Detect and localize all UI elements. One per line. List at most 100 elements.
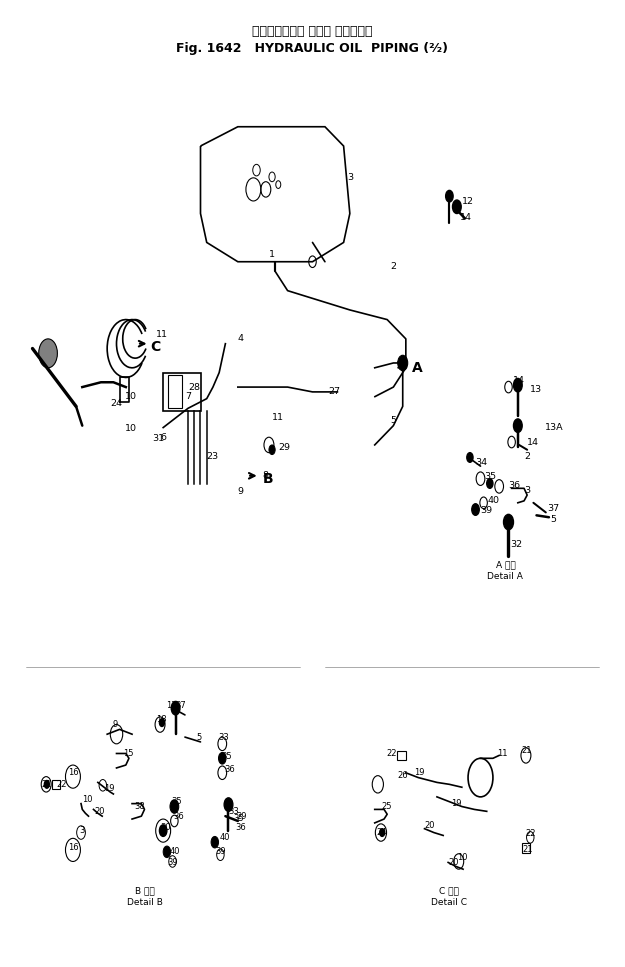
Text: 33: 33 [229, 806, 239, 816]
Circle shape [446, 190, 453, 202]
Text: 32: 32 [511, 540, 522, 548]
Text: 3: 3 [347, 173, 353, 183]
Text: 14: 14 [460, 213, 472, 221]
Text: 20: 20 [448, 858, 459, 867]
Bar [522, 843, 530, 853]
Text: 15: 15 [122, 749, 133, 758]
Circle shape [398, 355, 408, 370]
Bar [163, 372, 201, 411]
Text: A 詳細: A 詳細 [496, 561, 515, 570]
Text: B 詳細: B 詳細 [134, 887, 154, 895]
Text: 11: 11 [272, 414, 284, 423]
Text: C 詳細: C 詳細 [439, 887, 459, 895]
Text: 1: 1 [269, 250, 275, 259]
Text: 37: 37 [548, 504, 560, 513]
Text: 16: 16 [69, 768, 79, 777]
Text: Detail B: Detail B [126, 898, 162, 907]
Bar [52, 779, 60, 789]
Text: 4: 4 [238, 335, 244, 343]
Text: 35: 35 [221, 752, 232, 761]
Text: 30: 30 [160, 823, 171, 833]
Text: 19: 19 [414, 768, 424, 777]
Circle shape [171, 701, 180, 715]
Text: 28: 28 [188, 383, 200, 392]
Text: 40: 40 [169, 847, 180, 857]
Text: 10: 10 [124, 393, 137, 401]
Text: 14: 14 [513, 376, 525, 385]
Text: 36: 36 [509, 481, 521, 490]
Text: 21: 21 [522, 845, 533, 855]
Circle shape [219, 752, 226, 764]
Text: 22: 22 [525, 829, 536, 838]
Circle shape [170, 800, 179, 813]
Text: 18: 18 [156, 716, 166, 724]
Text: 38: 38 [134, 802, 144, 811]
Text: B: B [262, 472, 273, 485]
Text: 8: 8 [262, 471, 269, 481]
Circle shape [211, 836, 219, 848]
Text: 19: 19 [451, 799, 462, 808]
Text: 20: 20 [95, 806, 105, 816]
Text: 25: 25 [381, 802, 391, 811]
Text: 39: 39 [481, 506, 492, 515]
Bar [397, 750, 406, 760]
Text: 21: 21 [42, 779, 52, 789]
Circle shape [487, 479, 493, 488]
Text: 20: 20 [424, 821, 435, 831]
Circle shape [44, 780, 49, 788]
Circle shape [159, 718, 164, 726]
Circle shape [224, 798, 233, 811]
Text: 3: 3 [524, 485, 530, 495]
Text: 26: 26 [397, 771, 408, 780]
Text: 40: 40 [219, 833, 229, 842]
Text: 39: 39 [216, 847, 226, 857]
Text: 19: 19 [104, 783, 114, 793]
Text: 5: 5 [550, 514, 556, 524]
Text: 10: 10 [82, 795, 92, 805]
Text: 21: 21 [522, 747, 532, 755]
Text: C: C [151, 339, 161, 354]
Text: 11: 11 [156, 330, 168, 338]
Circle shape [467, 453, 473, 462]
Circle shape [39, 338, 58, 367]
Text: 5: 5 [390, 417, 396, 425]
Text: Detail C: Detail C [431, 898, 468, 907]
Text: 2: 2 [390, 262, 396, 271]
Text: 39: 39 [168, 858, 178, 867]
Text: 7: 7 [185, 393, 191, 401]
Text: Detail A: Detail A [488, 572, 523, 581]
Text: 13: 13 [530, 385, 542, 394]
Text: 37: 37 [176, 701, 186, 710]
Text: 29: 29 [278, 443, 290, 453]
Text: 5: 5 [196, 733, 201, 742]
Text: 9: 9 [238, 486, 244, 496]
Text: 10: 10 [124, 425, 137, 433]
Circle shape [380, 829, 384, 836]
Circle shape [514, 378, 522, 392]
Text: 40: 40 [488, 496, 500, 506]
Text: 34: 34 [476, 457, 488, 467]
Text: 29: 29 [237, 811, 247, 821]
Text: Fig. 1642   HYDRAULIC OIL  PIPING (²⁄₂): Fig. 1642 HYDRAULIC OIL PIPING (²⁄₂) [176, 42, 449, 55]
Text: 36: 36 [236, 823, 246, 833]
Text: 3: 3 [80, 826, 85, 835]
Text: 13A: 13A [544, 424, 563, 432]
Text: 11: 11 [498, 749, 508, 758]
Text: 36: 36 [224, 765, 235, 775]
Text: 22: 22 [56, 779, 67, 789]
Text: 16: 16 [69, 842, 79, 852]
Circle shape [504, 514, 514, 530]
Text: 24: 24 [377, 828, 387, 837]
Text: 27: 27 [328, 388, 340, 396]
Circle shape [269, 445, 275, 454]
Text: 14: 14 [526, 437, 539, 447]
Text: 2: 2 [524, 452, 530, 461]
Circle shape [159, 825, 167, 836]
Circle shape [472, 504, 479, 515]
Text: 6: 6 [160, 432, 166, 442]
Text: 35: 35 [171, 797, 182, 806]
Text: 24: 24 [110, 399, 123, 408]
Text: A: A [412, 361, 422, 375]
Text: 17: 17 [166, 701, 177, 710]
Bar [168, 374, 182, 408]
